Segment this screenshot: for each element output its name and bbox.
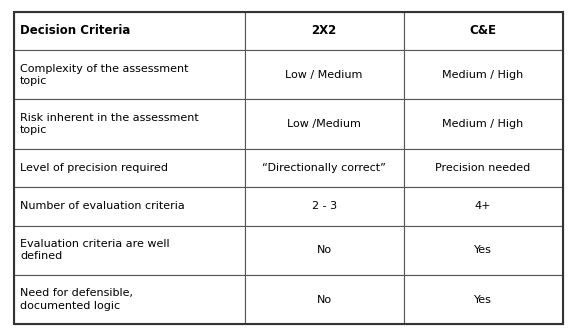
Text: Level of precision required: Level of precision required <box>20 163 168 173</box>
Text: Number of evaluation criteria: Number of evaluation criteria <box>20 201 185 211</box>
Text: 2 - 3: 2 - 3 <box>312 201 337 211</box>
Text: “Directionally correct”: “Directionally correct” <box>262 163 386 173</box>
Bar <box>403 149 563 187</box>
Bar <box>403 99 563 149</box>
Bar <box>14 187 245 225</box>
Text: Decision Criteria: Decision Criteria <box>20 25 130 37</box>
Bar <box>245 149 403 187</box>
Text: Low /Medium: Low /Medium <box>287 119 361 129</box>
Bar <box>14 12 245 50</box>
Text: Risk inherent in the assessment
topic: Risk inherent in the assessment topic <box>20 113 199 135</box>
Text: Medium / High: Medium / High <box>443 70 524 80</box>
Text: 2X2: 2X2 <box>312 25 337 37</box>
Bar <box>245 187 403 225</box>
Bar <box>403 50 563 99</box>
Bar <box>403 225 563 275</box>
Bar <box>14 225 245 275</box>
Bar <box>245 12 403 50</box>
Bar <box>245 275 403 324</box>
Bar <box>403 12 563 50</box>
Text: Need for defensible,
documented logic: Need for defensible, documented logic <box>20 288 133 311</box>
Text: Medium / High: Medium / High <box>443 119 524 129</box>
Text: No: No <box>317 295 332 304</box>
Text: Yes: Yes <box>474 295 492 304</box>
Text: No: No <box>317 245 332 255</box>
Bar <box>14 275 245 324</box>
Bar <box>245 99 403 149</box>
Text: 4+: 4+ <box>475 201 492 211</box>
Text: Low / Medium: Low / Medium <box>286 70 363 80</box>
Bar <box>245 50 403 99</box>
Bar <box>14 99 245 149</box>
Text: Evaluation criteria are well
defined: Evaluation criteria are well defined <box>20 239 170 261</box>
Bar <box>403 187 563 225</box>
Text: Complexity of the assessment
topic: Complexity of the assessment topic <box>20 64 189 86</box>
Bar <box>403 275 563 324</box>
Bar <box>14 50 245 99</box>
Text: C&E: C&E <box>470 25 497 37</box>
Text: Yes: Yes <box>474 245 492 255</box>
Bar <box>245 225 403 275</box>
Bar <box>14 149 245 187</box>
Text: Precision needed: Precision needed <box>436 163 531 173</box>
